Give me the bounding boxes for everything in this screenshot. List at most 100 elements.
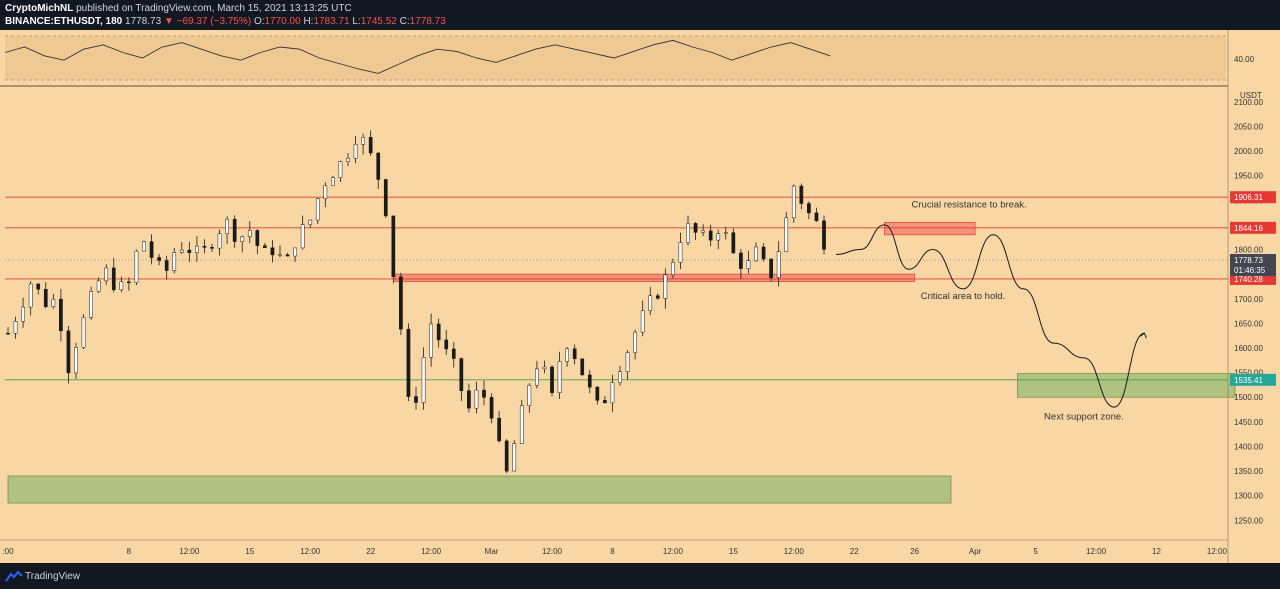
price-chart[interactable]: 40.00 Crucial resistance to break. Critic… bbox=[0, 30, 1280, 563]
high-value: 1783.71 bbox=[313, 16, 350, 27]
candle-body-103 bbox=[784, 217, 789, 252]
candle-body-23 bbox=[179, 249, 184, 253]
x-tick-label: 12:00 bbox=[663, 547, 684, 556]
candle-body-65 bbox=[497, 417, 501, 442]
candle-body-68 bbox=[519, 405, 524, 444]
candle-body-17 bbox=[134, 250, 139, 283]
annotation-0: Crucial resistance to break. bbox=[912, 200, 1027, 211]
x-tick-label: 12:00 bbox=[1086, 547, 1107, 556]
candle-body-49 bbox=[376, 152, 381, 180]
publish-info: published on TradingView.com, March 15, … bbox=[76, 3, 352, 14]
candle-body-22 bbox=[172, 252, 177, 271]
candle-body-30 bbox=[232, 218, 237, 242]
y-tick-label: 1500.00 bbox=[1234, 393, 1263, 402]
x-tick-label: 5 bbox=[1033, 547, 1038, 556]
oscillator-level-label: 40.00 bbox=[1234, 55, 1255, 64]
candle-body-85 bbox=[648, 295, 653, 311]
candle-body-16 bbox=[127, 281, 131, 284]
annotations-layer: Crucial resistance to break. Critical are… bbox=[912, 200, 1124, 423]
candle-body-33 bbox=[255, 230, 260, 246]
candle-body-64 bbox=[489, 397, 494, 419]
candle-body-26 bbox=[202, 245, 207, 248]
candle-body-12 bbox=[96, 280, 101, 292]
candle-body-3 bbox=[28, 283, 33, 308]
low-value: 1745.52 bbox=[360, 16, 397, 27]
candle-body-70 bbox=[535, 368, 539, 386]
candle-body-107 bbox=[814, 212, 819, 222]
x-tick-label: 12:00 bbox=[1207, 547, 1228, 556]
candle-body-71 bbox=[542, 366, 547, 370]
x-tick-label: 8 bbox=[127, 547, 132, 556]
level-tag-0 bbox=[1230, 191, 1276, 204]
level-tag-label: 1535.41 bbox=[1234, 376, 1263, 385]
x-tick-label: 12:00 bbox=[179, 547, 200, 556]
candle-body-66 bbox=[504, 440, 509, 472]
y-tick-label: 1650.00 bbox=[1234, 319, 1263, 328]
candle-body-18 bbox=[142, 241, 146, 252]
price-unit-label: USDT bbox=[1240, 91, 1262, 100]
y-tick-label: 1800.00 bbox=[1234, 246, 1263, 255]
tradingview-logo-icon[interactable] bbox=[5, 570, 23, 582]
oscillator-band bbox=[5, 36, 1226, 80]
candle-body-83 bbox=[633, 331, 637, 353]
candle-body-95 bbox=[723, 232, 728, 235]
candle-body-50 bbox=[383, 179, 388, 217]
candle-body-34 bbox=[263, 245, 267, 249]
candle-body-97 bbox=[739, 252, 743, 269]
x-tick-label: 15 bbox=[245, 547, 254, 556]
projection-arrow-icon bbox=[1140, 332, 1147, 339]
x-tick-label: 12 bbox=[1152, 547, 1161, 556]
candle-body-36 bbox=[278, 254, 282, 256]
candle-body-10 bbox=[81, 317, 86, 348]
support-zone-3 bbox=[7, 475, 952, 504]
last-price: 1778.73 bbox=[125, 16, 162, 27]
open-value: 1770.00 bbox=[264, 16, 301, 27]
symbol-label[interactable]: BINANCE:ETHUSDT, 180 bbox=[5, 16, 123, 27]
level-tag-label: 1906.31 bbox=[1234, 193, 1263, 202]
candle-body-42 bbox=[323, 185, 328, 199]
levels-layer bbox=[5, 196, 1228, 381]
annotation-2: Next support zone. bbox=[1044, 411, 1124, 422]
candle-body-78 bbox=[595, 386, 600, 401]
candle-body-57 bbox=[436, 323, 441, 341]
current-price-label: 1778.73 bbox=[1234, 256, 1263, 265]
candle-body-4 bbox=[36, 283, 41, 290]
candle-body-44 bbox=[338, 161, 343, 178]
candle-body-62 bbox=[474, 389, 479, 409]
price-change: −69.37 (−3.75%) bbox=[176, 16, 252, 27]
publish-line: CryptoMichNL published on TradingView.co… bbox=[5, 3, 352, 14]
candle-body-101 bbox=[769, 258, 773, 278]
candle-body-46 bbox=[353, 144, 358, 159]
level-tag-label: 1844.16 bbox=[1234, 224, 1263, 233]
candle-body-21 bbox=[164, 260, 169, 271]
candle-body-87 bbox=[663, 274, 668, 299]
candle-body-19 bbox=[149, 241, 154, 258]
candle-body-82 bbox=[625, 352, 630, 372]
candle-body-105 bbox=[799, 185, 804, 204]
author-name[interactable]: CryptoMichNL bbox=[5, 3, 74, 14]
y-tick-label: 1300.00 bbox=[1234, 492, 1263, 501]
open-label: O: bbox=[253, 16, 265, 27]
y-tick-label: 2050.00 bbox=[1234, 122, 1263, 131]
x-tick-label: 22 bbox=[366, 547, 375, 556]
y-tick-label: 1950.00 bbox=[1234, 172, 1263, 181]
candles-layer bbox=[6, 130, 826, 474]
price-tags-layer: 1906.31 1844.16 1740.28 1535.41 1778.7301:46… bbox=[1230, 191, 1276, 386]
x-tick-label: 12:00 bbox=[542, 547, 563, 556]
candle-body-13 bbox=[104, 267, 109, 282]
candle-body-102 bbox=[776, 251, 781, 278]
y-tick-label: 2100.00 bbox=[1234, 98, 1263, 107]
candle-body-76 bbox=[580, 358, 585, 376]
tradingview-brand[interactable]: TradingView bbox=[25, 571, 81, 582]
candle-body-90 bbox=[686, 223, 690, 243]
candle-body-73 bbox=[557, 361, 562, 393]
candle-body-29 bbox=[225, 218, 229, 235]
candle-body-20 bbox=[157, 257, 161, 261]
candle-body-100 bbox=[761, 246, 766, 260]
x-tick-label: Mar bbox=[485, 547, 499, 556]
low-label: L: bbox=[352, 16, 361, 27]
y-tick-label: 1250.00 bbox=[1234, 516, 1263, 525]
candle-body-61 bbox=[467, 390, 471, 409]
candle-body-47 bbox=[361, 137, 365, 145]
candle-body-45 bbox=[346, 158, 350, 162]
